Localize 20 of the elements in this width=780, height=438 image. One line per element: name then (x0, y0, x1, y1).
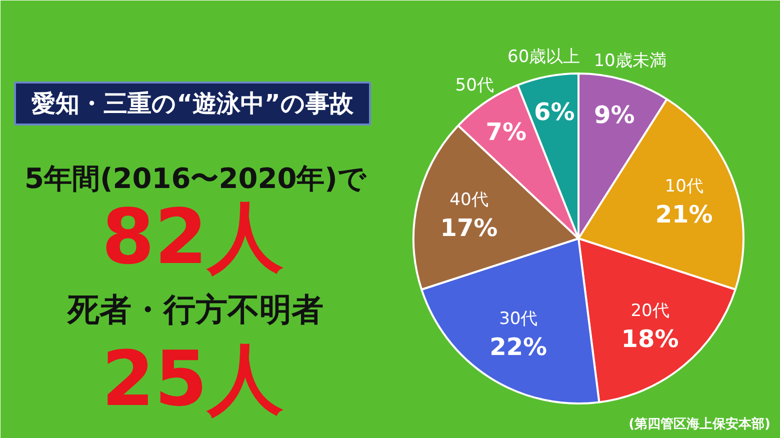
slice-label: 20代 (630, 300, 670, 321)
text: 82人 (102, 192, 284, 281)
data-label: 6% (534, 98, 575, 126)
slice-label: 10代 (664, 176, 704, 196)
slice-label: 50代 (455, 76, 494, 96)
text: (第四管区海上保安本部) (628, 416, 771, 432)
slice-label: 10歳未満 (594, 51, 666, 72)
text: 25人 (102, 334, 284, 423)
data-label: 7% (486, 118, 527, 146)
data-label: 21% (655, 200, 713, 228)
slice-label: 60歳以上 (508, 46, 580, 67)
data-label: 17% (440, 214, 498, 242)
text: 5年間(2016〜2020年)で (24, 162, 368, 195)
slice-label: 30代 (499, 309, 538, 330)
slice-label: 40代 (450, 190, 488, 210)
text: 死者・行方不明者 (66, 290, 324, 328)
text: 愛知・三重の“遊泳中”の事故 (32, 90, 354, 118)
data-label: 18% (621, 324, 679, 353)
data-label: 22% (490, 333, 548, 362)
data-label: 9% (594, 100, 635, 129)
